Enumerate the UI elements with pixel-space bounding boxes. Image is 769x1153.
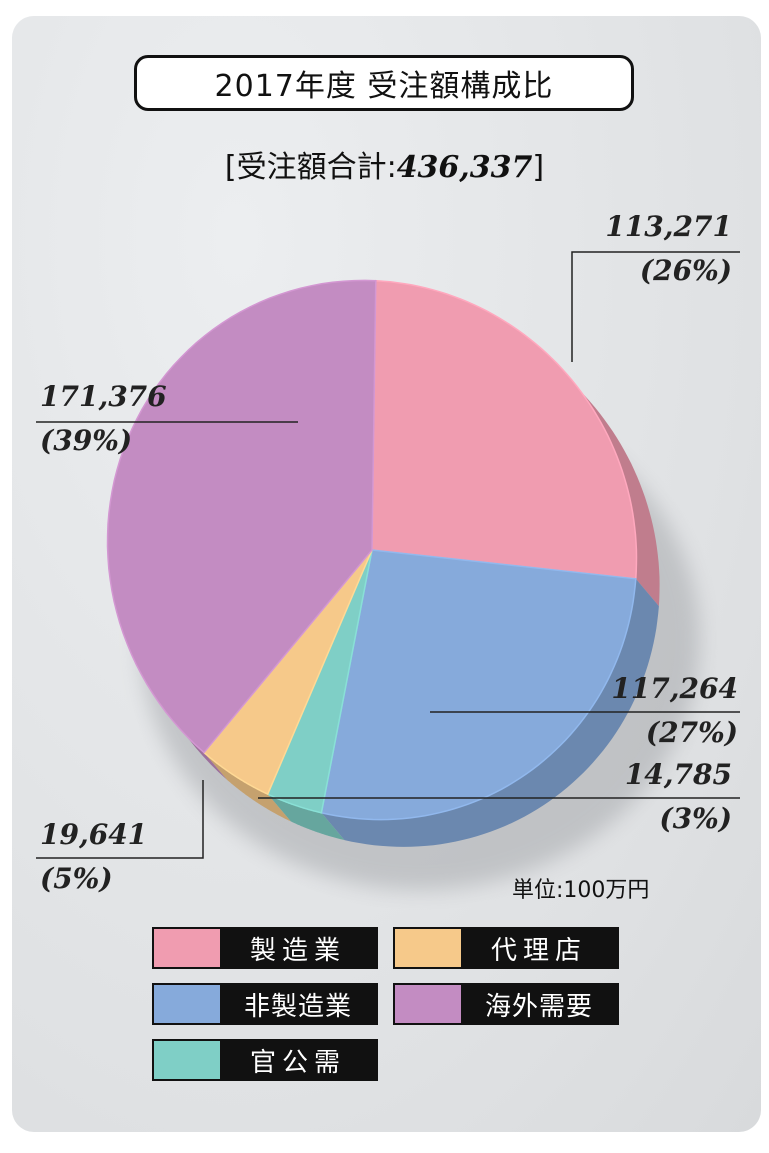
value-label-3: 14,785 — [625, 758, 732, 791]
legend-label-public: 官公需 — [220, 1041, 376, 1079]
legend-item-public: 官公需 — [152, 1039, 378, 1081]
pie-slice-4 — [202, 549, 373, 796]
legend-swatch-agency — [395, 929, 461, 967]
leader-line-1 — [571, 251, 740, 362]
pie-labels: 113,271 (26%) 117,264 (27%) 14,785 (3%) 19,641… — [40, 210, 738, 895]
legend-label-manufacturing: 製造業 — [220, 929, 376, 967]
legend-item-agency: 代理店 — [393, 927, 619, 969]
percent-label-2: (27%) — [646, 716, 738, 749]
pie-top — [106, 279, 638, 821]
legend-swatch-public — [154, 1041, 220, 1079]
legend-label-overseas: 海外需要 — [461, 985, 617, 1023]
pie-slice-1 — [371, 279, 638, 580]
pie-slice-2 — [320, 549, 637, 821]
legend-item-non-manufacturing: 非製造業 — [152, 983, 378, 1025]
value-label-1: 113,271 — [605, 210, 732, 243]
percent-label-5: (39%) — [40, 424, 132, 457]
legend-swatch-overseas — [395, 985, 461, 1023]
pie-leaders — [36, 251, 740, 859]
legend-item-overseas: 海外需要 — [393, 983, 619, 1025]
legend-swatch-non-manufacturing — [154, 985, 220, 1023]
subtitle-suffix: ] — [532, 150, 545, 185]
value-label-4: 19,641 — [40, 818, 147, 851]
percent-label-3: (3%) — [659, 802, 732, 835]
pie-slice-5 — [106, 279, 377, 754]
legend-swatch-manufacturing — [154, 929, 220, 967]
pie-side-3 — [267, 794, 345, 841]
legend-label-agency: 代理店 — [461, 929, 617, 967]
percent-label-1: (26%) — [640, 254, 732, 287]
value-label-5: 171,376 — [40, 380, 167, 413]
pie-side-2 — [321, 578, 659, 847]
subtitle-total: 436,337 — [396, 150, 533, 185]
percent-label-4: (5%) — [40, 862, 113, 895]
legend-item-manufacturing: 製造業 — [152, 927, 378, 969]
legend-label-non-manufacturing: 非製造業 — [220, 985, 376, 1023]
chart-title: 2017年度 受注額構成比 — [134, 55, 634, 111]
unit-label: 単位:100万円 — [512, 878, 650, 903]
subtitle-prefix: [受注額合計: — [224, 150, 397, 185]
leader-line-4 — [36, 780, 204, 859]
value-label-2: 117,264 — [611, 672, 738, 705]
total-orders-subtitle: [受注額合計:436,337] — [0, 142, 769, 186]
